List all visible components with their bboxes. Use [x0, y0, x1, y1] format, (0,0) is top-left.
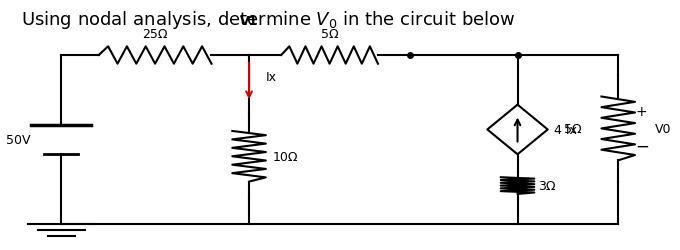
Text: 5Ω: 5Ω [321, 28, 339, 41]
Text: Using nodal analysis, determine $V_0$ in the circuit below: Using nodal analysis, determine $V_0$ in… [21, 9, 515, 31]
Text: 4 Ix: 4 Ix [554, 124, 577, 136]
Text: 50V: 50V [6, 133, 31, 146]
Text: 5Ω: 5Ω [564, 122, 581, 136]
Text: +: + [636, 105, 647, 118]
Text: V0: V0 [655, 122, 672, 136]
Text: 10Ω: 10Ω [273, 150, 298, 163]
Text: V1: V1 [240, 15, 258, 28]
Text: −: − [634, 137, 649, 155]
Text: Ix: Ix [266, 70, 277, 83]
Text: 3Ω: 3Ω [538, 179, 555, 192]
Text: 25Ω: 25Ω [142, 28, 168, 41]
